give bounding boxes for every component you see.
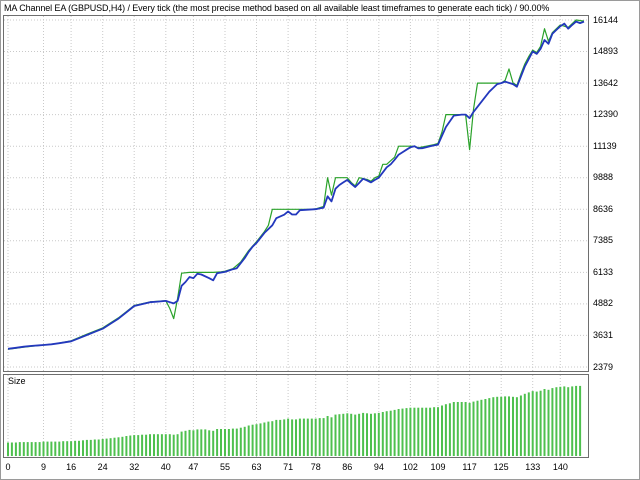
y-axis-label: 2379 — [593, 361, 614, 372]
y-axis-label: 11139 — [593, 140, 617, 151]
y-axis-label: 14893 — [593, 46, 619, 57]
chart-title: MA Channel EA (GBPUSD,H4) / Every tick (… — [4, 3, 550, 13]
x-axis-label: 78 — [310, 462, 321, 472]
balance-chart[interactable] — [3, 15, 589, 372]
x-axis-label: 16 — [66, 462, 77, 472]
x-axis-label: 117 — [462, 462, 477, 472]
y-axis-label: 8636 — [593, 203, 614, 214]
size-panel[interactable]: Size — [3, 374, 589, 458]
x-axis-label: 40 — [160, 462, 171, 472]
x-axis-label: 63 — [251, 462, 262, 472]
x-axis-label: 47 — [188, 462, 199, 472]
y-axis-label: 9888 — [593, 172, 614, 183]
x-axis-label: 9 — [40, 462, 47, 472]
size-bars-plot — [7, 375, 582, 457]
y-axis-label: 12390 — [593, 109, 619, 120]
x-axis-label: 133 — [525, 462, 541, 472]
x-axis-label: 71 — [283, 462, 294, 472]
y-axis-label: 3631 — [593, 329, 614, 340]
y-axis-label: 6133 — [593, 266, 614, 277]
x-axis-label: 0 — [5, 462, 11, 472]
x-axis-label: 125 — [493, 462, 509, 472]
x-axis-label: 32 — [129, 462, 140, 472]
x-axis-label: 24 — [97, 462, 108, 472]
x-axis-label: 102 — [402, 462, 418, 472]
y-axis-label: 4882 — [593, 298, 614, 309]
x-axis-label: 140 — [552, 462, 568, 472]
y-axis-label: 13642 — [593, 77, 619, 88]
balance-equity-plot — [4, 16, 588, 371]
size-panel-label: Size — [8, 376, 26, 386]
x-axis-label: 86 — [342, 462, 353, 472]
x-axis-label: 55 — [219, 462, 230, 472]
y-axis-label: 7385 — [593, 235, 614, 246]
x-axis-label: 94 — [373, 462, 384, 472]
x-axis-label: 109 — [430, 462, 446, 472]
y-axis-label: 16144 — [593, 14, 619, 25]
